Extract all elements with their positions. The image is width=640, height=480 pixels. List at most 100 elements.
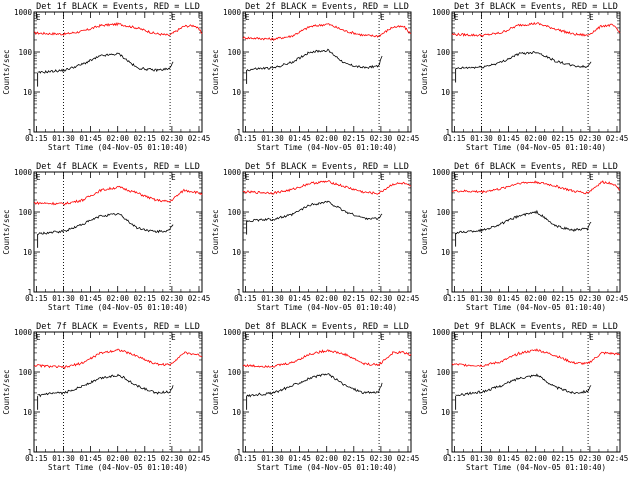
- lld-series-line: [242, 349, 412, 368]
- x-tick-label: 02:30: [579, 454, 602, 463]
- y-tick-label: 100: [227, 368, 241, 377]
- y-tick-label: 1000: [223, 8, 242, 17]
- y-tick-label: 100: [227, 208, 241, 217]
- panel-5: Det 5f BLACK = Events, RED = LLD10001001…: [211, 162, 419, 312]
- lld-series-line: [242, 180, 412, 195]
- plot-frame: [451, 171, 621, 293]
- x-axis-label: Start Time (04-Nov-05 01:10:40): [466, 303, 606, 312]
- x-tick-label: 01:15: [25, 134, 48, 143]
- y-axis-label: Counts/sec: [211, 369, 220, 414]
- corner-marker-right: E: [171, 13, 176, 22]
- corner-marker-left: E: [454, 173, 459, 182]
- x-tick-label: 01:30: [470, 294, 493, 303]
- y-tick-label: 100: [227, 48, 241, 57]
- y-tick-label: 1: [27, 128, 32, 137]
- corner-marker-right: E: [589, 173, 594, 182]
- x-tick-label: 02:45: [397, 294, 420, 303]
- x-tick-label: 02:00: [106, 134, 129, 143]
- x-tick-label: 02:15: [552, 454, 575, 463]
- panel-title: Det 2f BLACK = Events, RED = LLD: [245, 2, 409, 12]
- events-series-line: [455, 373, 592, 397]
- x-tick-label: 01:45: [497, 134, 520, 143]
- panel-title: Det 6f BLACK = Events, RED = LLD: [454, 162, 618, 172]
- panel-title: Det 7f BLACK = Events, RED = LLD: [36, 322, 200, 332]
- x-tick-label: 02:00: [106, 454, 129, 463]
- x-axis-label: Start Time (04-Nov-05 01:10:40): [48, 143, 188, 152]
- y-tick-label: 1: [236, 128, 241, 137]
- events-series-line: [455, 209, 592, 235]
- y-tick-label: 100: [18, 208, 32, 217]
- x-tick-label: 02:00: [524, 134, 547, 143]
- x-tick-label: 01:45: [497, 294, 520, 303]
- x-tick-label: 01:15: [234, 294, 257, 303]
- y-tick-label: 10: [441, 88, 451, 97]
- corner-marker-right: E: [380, 13, 385, 22]
- x-tick-label: 02:30: [161, 294, 184, 303]
- x-tick-label: 02:00: [315, 294, 338, 303]
- panel-title: Det 1f BLACK = Events, RED = LLD: [36, 2, 200, 12]
- y-axis-label: Counts/sec: [2, 369, 11, 414]
- plot-frame: [451, 331, 621, 453]
- panel-title: Det 5f BLACK = Events, RED = LLD: [245, 162, 409, 172]
- y-tick-label: 1: [27, 448, 32, 457]
- x-tick-label: 02:00: [524, 294, 547, 303]
- y-tick-label: 10: [441, 408, 451, 417]
- panel-3: Det 3f BLACK = Events, RED = LLD10001001…: [420, 2, 628, 152]
- x-tick-label: 01:45: [288, 454, 311, 463]
- y-tick-label: 1: [236, 448, 241, 457]
- x-tick-label: 02:30: [370, 294, 393, 303]
- x-axis-label: Start Time (04-Nov-05 01:10:40): [257, 303, 397, 312]
- y-tick-label: 10: [232, 248, 242, 257]
- x-tick-label: 02:15: [343, 134, 366, 143]
- corner-marker-left: E: [245, 13, 250, 22]
- x-tick-label: 02:00: [106, 294, 129, 303]
- x-tick-label: 02:45: [606, 454, 629, 463]
- y-tick-label: 100: [436, 48, 450, 57]
- corner-marker-left: E: [454, 333, 459, 342]
- x-tick-label: 01:15: [25, 454, 48, 463]
- y-tick-label: 100: [436, 208, 450, 217]
- plot-frame: [451, 11, 621, 133]
- x-tick-label: 01:30: [470, 454, 493, 463]
- panel-1: Det 1f BLACK = Events, RED = LLD10001001…: [2, 2, 210, 152]
- corner-marker-right: E: [380, 333, 385, 342]
- y-tick-label: 1000: [14, 168, 33, 177]
- corner-marker-right: E: [589, 333, 594, 342]
- y-tick-label: 1000: [432, 8, 451, 17]
- x-tick-label: 02:45: [606, 294, 629, 303]
- y-tick-label: 1000: [223, 328, 242, 337]
- x-tick-label: 02:30: [161, 134, 184, 143]
- y-tick-label: 1000: [14, 328, 33, 337]
- x-tick-label: 01:15: [234, 134, 257, 143]
- y-tick-label: 100: [18, 368, 32, 377]
- plot-frame: [33, 331, 203, 453]
- x-tick-label: 02:00: [315, 134, 338, 143]
- events-series-line: [246, 373, 383, 398]
- corner-marker-right: E: [171, 173, 176, 182]
- x-tick-label: 01:45: [79, 454, 102, 463]
- panel-title: Det 9f BLACK = Events, RED = LLD: [454, 322, 618, 332]
- x-tick-label: 01:45: [497, 454, 520, 463]
- corner-marker-left: E: [245, 173, 250, 182]
- y-axis-label: Counts/sec: [420, 209, 429, 254]
- x-tick-label: 02:45: [397, 454, 420, 463]
- events-series-line: [246, 200, 383, 223]
- y-axis-label: Counts/sec: [2, 209, 11, 254]
- x-tick-label: 01:45: [288, 134, 311, 143]
- lld-series-line: [451, 21, 621, 38]
- x-tick-label: 02:15: [134, 134, 157, 143]
- corner-marker-right: E: [589, 13, 594, 22]
- y-tick-label: 1: [236, 288, 241, 297]
- x-tick-label: 02:30: [579, 134, 602, 143]
- x-tick-label: 02:00: [524, 454, 547, 463]
- events-series-line: [246, 48, 383, 72]
- lld-series-line: [242, 23, 412, 42]
- x-tick-label: 01:45: [79, 134, 102, 143]
- y-axis-label: Counts/sec: [420, 49, 429, 94]
- y-axis-label: Counts/sec: [211, 209, 220, 254]
- x-tick-label: 02:15: [134, 294, 157, 303]
- panel-title: Det 8f BLACK = Events, RED = LLD: [245, 322, 409, 332]
